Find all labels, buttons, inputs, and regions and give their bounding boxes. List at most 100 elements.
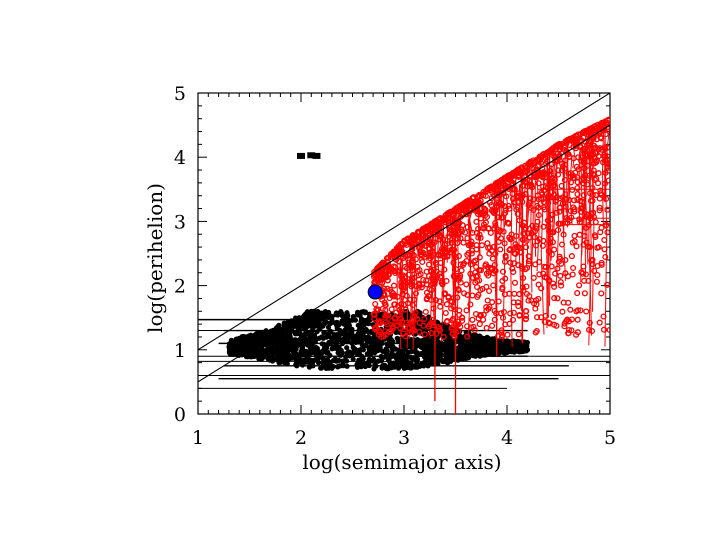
red-point (391, 301, 398, 308)
red-point (387, 253, 394, 261)
red-point (379, 279, 386, 286)
black-point (425, 363, 431, 369)
red-track (430, 222, 435, 324)
black-point (386, 356, 392, 363)
red-point (477, 234, 484, 241)
black-point (256, 356, 262, 362)
y-tick-label: 4 (174, 147, 186, 169)
highlight-point (367, 284, 383, 300)
black-point (422, 354, 428, 360)
red-point (515, 166, 522, 173)
red-point (497, 246, 504, 253)
red-point (574, 290, 581, 297)
red-point (486, 287, 493, 295)
black-point (321, 330, 327, 336)
black-point (486, 350, 492, 356)
red-point (551, 295, 558, 302)
black-point (439, 357, 445, 363)
red-point (372, 300, 379, 308)
black-point (449, 347, 455, 353)
red-track (562, 152, 566, 281)
red-point (506, 176, 513, 183)
black-point (269, 348, 275, 354)
red-point (550, 313, 557, 320)
black-point (368, 338, 374, 344)
red-point (420, 322, 427, 329)
black-point (336, 357, 342, 363)
red-point (573, 142, 580, 149)
black-point (412, 346, 418, 352)
red-point (585, 140, 592, 147)
red-point (455, 253, 462, 260)
red-point (580, 241, 587, 248)
black-point (517, 347, 523, 353)
red-point (551, 246, 558, 253)
x-axis-title: log(semimajor axis) (302, 450, 501, 474)
red-point (535, 180, 542, 187)
x-tick-label: 3 (398, 427, 410, 449)
black-point (300, 335, 306, 341)
black-point (304, 349, 310, 355)
red-point (460, 202, 467, 209)
black-point (328, 320, 334, 326)
black-point (346, 318, 352, 324)
red-point (533, 301, 540, 308)
red-point (560, 299, 567, 306)
black-point (226, 343, 232, 350)
red-point (562, 256, 569, 264)
red-point (570, 264, 577, 272)
black-point (486, 342, 492, 348)
black-point (270, 356, 276, 362)
black-point (411, 355, 417, 361)
red-point (591, 123, 598, 130)
x-tick-label: 5 (604, 427, 616, 449)
x-tick-label: 4 (501, 427, 513, 449)
black-point (328, 339, 334, 345)
black-point (297, 320, 303, 326)
red-point (483, 187, 490, 194)
red-point (477, 286, 484, 294)
black-point (471, 336, 477, 342)
red-point (464, 333, 471, 340)
red-point (593, 278, 600, 285)
black-point (325, 324, 332, 330)
red-point (535, 295, 542, 302)
red-point (455, 287, 462, 294)
black-point (280, 342, 287, 349)
red-point (598, 290, 605, 297)
y-tick-label: 0 (174, 404, 186, 426)
red-point (462, 207, 469, 214)
black-point (257, 352, 263, 358)
red-point (505, 185, 512, 193)
black-point (298, 349, 304, 355)
black-point (258, 342, 264, 348)
red-point (604, 281, 610, 288)
black-point (321, 312, 328, 318)
red-point (382, 328, 389, 335)
black-point (478, 345, 485, 351)
black-cluster-point (312, 152, 321, 159)
red-point (460, 239, 467, 246)
red-point (483, 283, 490, 290)
reference-lines (198, 93, 610, 383)
red-point (422, 308, 429, 315)
red-point (393, 309, 400, 316)
black-point (496, 350, 502, 356)
black-point (403, 361, 409, 367)
red-point (507, 246, 514, 253)
red-point (443, 318, 450, 326)
red-track (550, 164, 554, 261)
black-point (524, 339, 531, 346)
red-point (482, 211, 489, 219)
red-point (422, 242, 429, 249)
red-point (563, 137, 571, 144)
black-point (390, 352, 396, 358)
black-point (515, 343, 521, 349)
red-point (502, 209, 509, 217)
black-point (491, 347, 497, 353)
red-point (464, 323, 471, 330)
black-point (283, 334, 290, 340)
red-point (421, 315, 428, 323)
red-point (498, 177, 505, 184)
red-point (527, 158, 534, 165)
